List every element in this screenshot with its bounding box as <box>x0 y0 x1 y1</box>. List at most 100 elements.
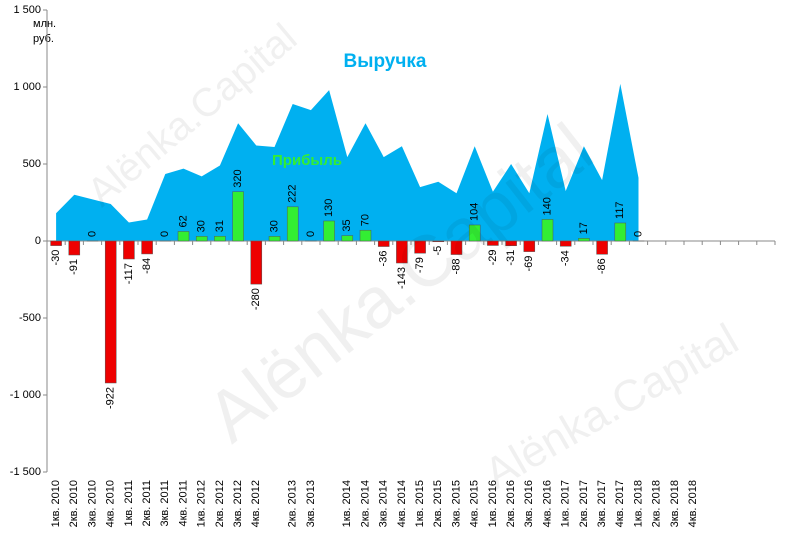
x-tick-label: 3кв. 2017 <box>596 480 608 527</box>
data-label: 30 <box>196 220 208 232</box>
profit-bar <box>359 229 372 242</box>
x-tick-label: 4кв. 2017 <box>614 480 626 527</box>
y-tick-label: -500 <box>19 312 41 324</box>
y-tick-label: 1 500 <box>13 4 41 16</box>
data-label: -5 <box>432 246 444 256</box>
data-label: -84 <box>141 258 153 274</box>
y-tick-label: 500 <box>23 158 41 170</box>
data-label: -30 <box>50 250 62 266</box>
profit-bar <box>523 240 536 252</box>
profit-bar <box>104 240 117 384</box>
y-tick-label: -1 500 <box>10 466 41 478</box>
data-label: 140 <box>541 197 553 215</box>
data-label: 130 <box>323 199 335 217</box>
x-tick-label: 2кв. 2013 <box>287 480 299 527</box>
profit-bar <box>468 224 481 242</box>
x-tick-label: 1кв. 2010 <box>50 480 62 527</box>
data-label: -86 <box>596 258 608 274</box>
x-tick-label: 4кв. 2012 <box>250 480 262 527</box>
x-tick-label: 3кв. 2015 <box>450 480 462 527</box>
x-tick-label: 2кв. 2017 <box>578 480 590 527</box>
profit-bar <box>341 235 354 242</box>
data-label: 30 <box>268 220 280 232</box>
data-label: 62 <box>177 215 189 227</box>
x-tick-label: 1кв. 2014 <box>341 480 353 527</box>
profit-bar <box>396 240 408 264</box>
revenue-area <box>56 83 639 241</box>
unit-label: млн. руб. <box>33 18 56 45</box>
x-tick-label: 3кв. 2016 <box>523 480 535 527</box>
profit-bar <box>123 240 135 260</box>
profit-bar <box>505 240 517 247</box>
profit-bar <box>195 236 208 242</box>
x-tick-label: 2кв. 2018 <box>651 480 663 527</box>
x-tick-label: 3кв. 2013 <box>305 480 317 527</box>
profit-bar <box>377 240 390 247</box>
profit-bar <box>487 240 499 246</box>
profit-bar <box>559 240 572 247</box>
series-label: Прибыль <box>272 152 342 169</box>
data-label: 31 <box>214 220 226 232</box>
x-tick-label: 1кв. 2011 <box>123 480 135 527</box>
profit-bar <box>177 231 190 242</box>
data-label: 117 <box>614 201 626 219</box>
watermark: Alënka.Capital <box>476 314 746 498</box>
data-label: -34 <box>560 250 572 266</box>
data-label: 0 <box>632 231 644 237</box>
x-tick-label: 1кв. 2016 <box>487 480 499 527</box>
data-label: -79 <box>414 257 426 273</box>
series-label: Выручка <box>344 51 427 72</box>
y-tick-label: -1 000 <box>10 389 41 401</box>
data-label: -29 <box>487 249 499 265</box>
profit-bar <box>450 240 463 255</box>
x-tick-label: 4кв. 2016 <box>541 480 553 527</box>
data-label: -117 <box>123 263 135 284</box>
x-tick-label: 1кв. 2015 <box>414 480 426 527</box>
data-label: -280 <box>250 288 262 310</box>
x-tick-label: 3кв. 2011 <box>159 480 171 527</box>
x-tick-label: 1кв. 2018 <box>632 480 644 527</box>
x-tick-label: 2кв. 2011 <box>141 480 153 527</box>
profit-bar <box>541 219 554 242</box>
profit-bar <box>232 191 244 242</box>
data-label: 70 <box>359 214 371 226</box>
profit-bar <box>141 240 153 255</box>
data-label: -922 <box>105 387 117 409</box>
x-tick-label: 2кв. 2010 <box>68 480 80 527</box>
x-tick-label: 3кв. 2010 <box>86 480 98 527</box>
x-tick-label: 4кв. 2010 <box>105 480 117 527</box>
x-tick-label: 2кв. 2012 <box>214 480 226 527</box>
x-tick-label: 2кв. 2014 <box>359 480 371 527</box>
data-label: 35 <box>341 219 353 231</box>
data-label: 320 <box>232 169 244 187</box>
x-tick-label: 4кв. 2015 <box>469 480 481 527</box>
data-label: -31 <box>505 250 517 266</box>
x-tick-label: 4кв. 2011 <box>177 480 189 527</box>
data-label: 222 <box>287 184 299 202</box>
data-label: -88 <box>450 259 462 275</box>
x-tick-label: 2кв. 2016 <box>505 480 517 527</box>
profit-bar <box>614 222 627 242</box>
profit-bar <box>250 240 263 285</box>
y-tick-label: 1 000 <box>13 81 41 93</box>
profit-bar <box>50 240 62 246</box>
data-label: -91 <box>68 259 80 275</box>
x-tick-label: 2кв. 2015 <box>432 480 444 527</box>
profit-bar <box>414 240 426 254</box>
data-label: 0 <box>305 231 317 237</box>
profit-bar <box>286 206 299 242</box>
profit-bar <box>432 240 445 243</box>
profit-bar <box>214 235 226 242</box>
profit-bar <box>578 238 590 242</box>
profit-bar <box>323 220 335 242</box>
data-label: 0 <box>86 231 98 237</box>
data-label: 104 <box>469 203 481 221</box>
profit-bar <box>268 236 281 242</box>
profit-bar <box>68 240 81 256</box>
x-tick-label: 1кв. 2017 <box>560 480 572 527</box>
data-label: -36 <box>378 251 390 267</box>
data-label: 0 <box>159 231 171 237</box>
x-tick-label: 4кв. 2018 <box>687 480 699 527</box>
x-tick-label: 1кв. 2012 <box>196 480 208 527</box>
